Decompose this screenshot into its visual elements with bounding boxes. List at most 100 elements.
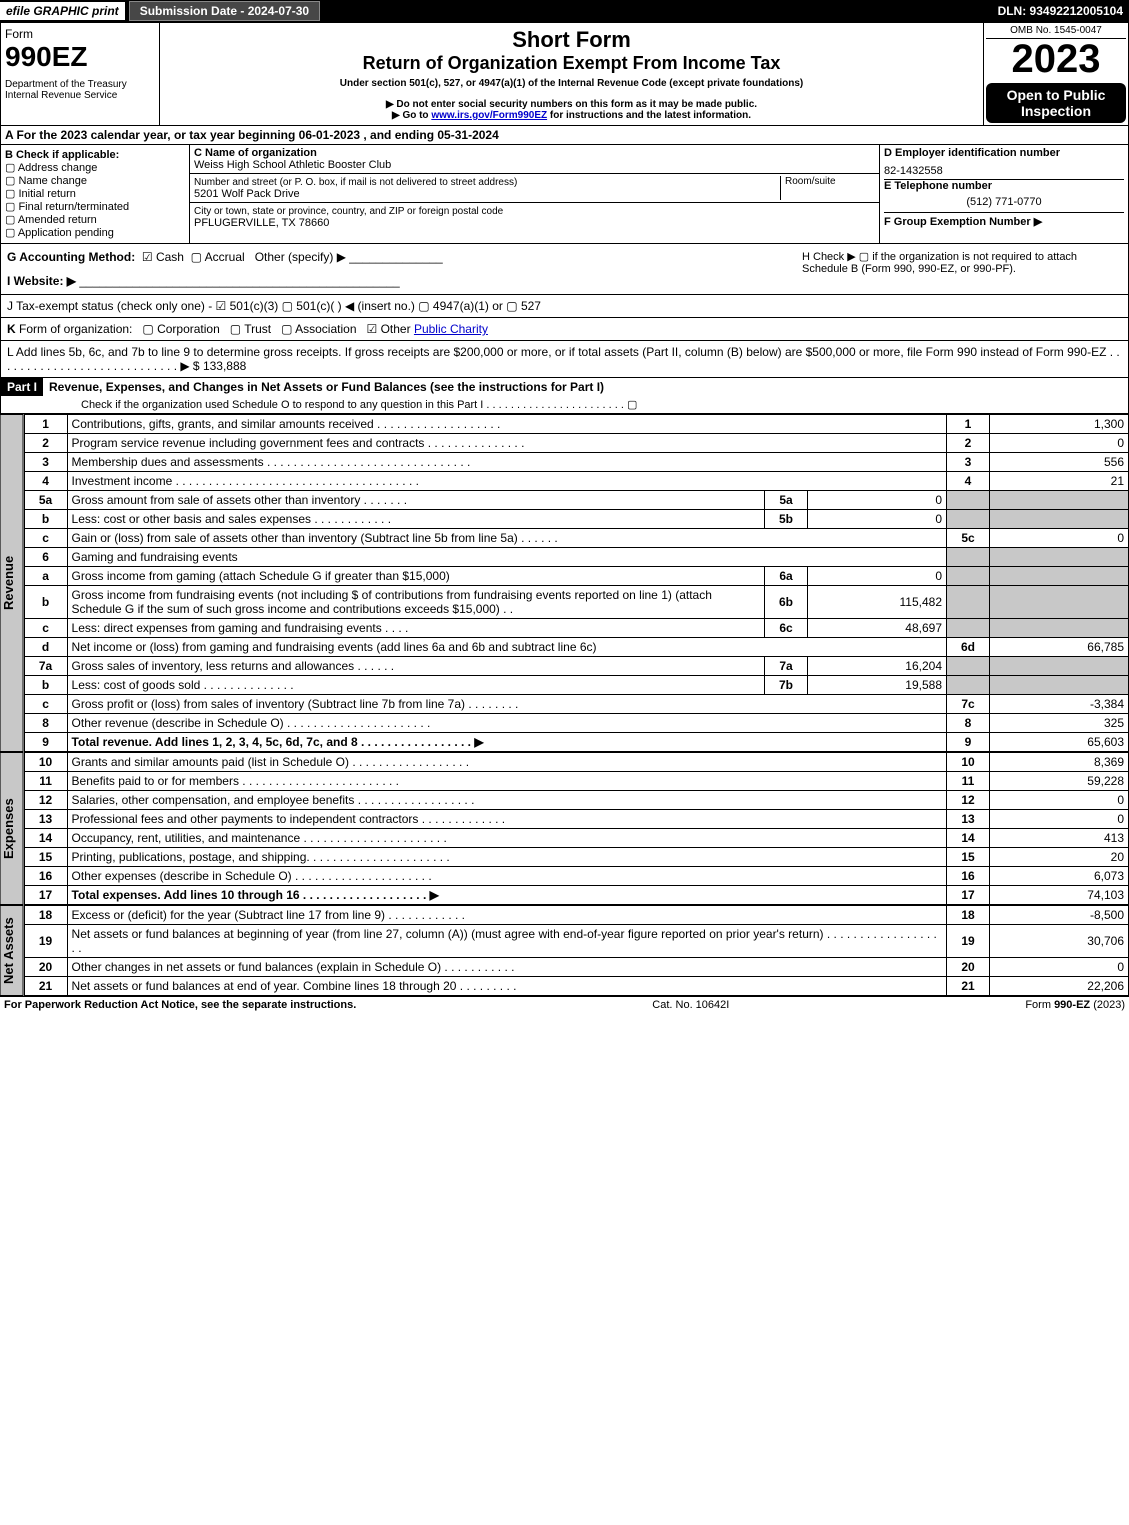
line-9: 9Total revenue. Add lines 1, 2, 3, 4, 5c… <box>24 733 1128 752</box>
form-header: Form 990EZ Department of the Treasury In… <box>0 22 1129 126</box>
l20-d: Other changes in net assets or fund bala… <box>67 958 946 977</box>
cb-address[interactable]: ▢ Address change <box>5 161 185 174</box>
g-accrual[interactable]: Accrual <box>205 250 245 264</box>
l5b-n: b <box>24 510 67 529</box>
cb-amended[interactable]: ▢ Amended return <box>5 213 185 226</box>
header-right: OMB No. 1545-0047 2023 Open to Public In… <box>984 23 1128 125</box>
header-center: Short Form Return of Organization Exempt… <box>160 23 984 125</box>
l12-d: Salaries, other compensation, and employ… <box>67 791 946 810</box>
header-left: Form 990EZ Department of the Treasury In… <box>1 23 160 125</box>
l6b-mn: 6b <box>765 586 808 619</box>
l11-d: Benefits paid to or for members . . . . … <box>67 772 946 791</box>
l7b-v-gray <box>990 676 1129 695</box>
city-cell: City or town, state or province, country… <box>190 203 879 231</box>
open-inspection-badge: Open to Public Inspection <box>986 83 1126 123</box>
l6a-mn: 6a <box>765 567 808 586</box>
l4-n: 4 <box>24 472 67 491</box>
l6a-d: Gross income from gaming (attach Schedul… <box>67 567 764 586</box>
cb-name[interactable]: ▢ Name change <box>5 174 185 187</box>
l8-n: 8 <box>24 714 67 733</box>
l6b-v-gray <box>990 586 1129 619</box>
part1-check: Check if the organization used Schedule … <box>1 396 1128 413</box>
l1-d: Contributions, gifts, grants, and simila… <box>67 415 946 434</box>
l16-v: 6,073 <box>990 867 1129 886</box>
line-12: 12Salaries, other compensation, and empl… <box>24 791 1128 810</box>
l10-v: 8,369 <box>990 753 1129 772</box>
l12-v: 0 <box>990 791 1129 810</box>
l18-d: Excess or (deficit) for the year (Subtra… <box>67 906 946 925</box>
l17-v: 74,103 <box>990 886 1129 905</box>
section-j: J Tax-exempt status (check only one) - ☑… <box>0 295 1129 318</box>
g-cash[interactable]: Cash <box>156 250 184 264</box>
section-b-title: B Check if applicable: <box>5 149 185 161</box>
expenses-sidelabel: Expenses <box>0 752 24 905</box>
line-6c: cLess: direct expenses from gaming and f… <box>24 619 1128 638</box>
l13-n: 13 <box>24 810 67 829</box>
l2-n: 2 <box>24 434 67 453</box>
l6b-n: b <box>24 586 67 619</box>
g-label: G Accounting Method: <box>7 250 135 264</box>
section-c: C Name of organization Weiss High School… <box>190 145 880 243</box>
l18-rn: 18 <box>947 906 990 925</box>
l3-d: Membership dues and assessments . . . . … <box>67 453 946 472</box>
l4-v: 21 <box>990 472 1129 491</box>
part1-header-row: Part I Revenue, Expenses, and Changes in… <box>0 378 1129 414</box>
l7c-v: -3,384 <box>990 695 1129 714</box>
l21-d: Net assets or fund balances at end of ye… <box>67 977 946 996</box>
l19-n: 19 <box>24 925 67 958</box>
l1-n: 1 <box>24 415 67 434</box>
l5a-v-gray <box>990 491 1129 510</box>
l7b-n: b <box>24 676 67 695</box>
l11-v: 59,228 <box>990 772 1129 791</box>
section-k: K Form of organization: ▢ Corporation ▢ … <box>0 318 1129 341</box>
line-10: 10Grants and similar amounts paid (list … <box>24 753 1128 772</box>
l16-d: Other expenses (describe in Schedule O) … <box>67 867 946 886</box>
cb-pending-label: Application pending <box>18 227 114 239</box>
short-form-title: Short Form <box>164 27 979 53</box>
org-name: Weiss High School Athletic Booster Club <box>194 159 391 171</box>
l19-v: 30,706 <box>990 925 1129 958</box>
l18-v: -8,500 <box>990 906 1129 925</box>
l7a-rn-gray <box>947 657 990 676</box>
line-5b: bLess: cost or other basis and sales exp… <box>24 510 1128 529</box>
section-b: B Check if applicable: ▢ Address change … <box>1 145 190 243</box>
l9-rn: 9 <box>947 733 990 752</box>
public-charity-link[interactable]: Public Charity <box>414 322 488 336</box>
l4-rn: 4 <box>947 472 990 491</box>
cb-amended-label: Amended return <box>18 214 97 226</box>
bcd-row: B Check if applicable: ▢ Address change … <box>1 145 1128 243</box>
l6a-mv: 0 <box>808 567 947 586</box>
l21-rn: 21 <box>947 977 990 996</box>
l11-n: 11 <box>24 772 67 791</box>
line-7b: bLess: cost of goods sold . . . . . . . … <box>24 676 1128 695</box>
l8-rn: 8 <box>947 714 990 733</box>
note-goto-pre: ▶ Go to <box>392 110 431 121</box>
cb-final[interactable]: ▢ Final return/terminated <box>5 200 185 213</box>
l6c-rn-gray <box>947 619 990 638</box>
line-6b: bGross income from fundraising events (n… <box>24 586 1128 619</box>
line-4: 4Investment income . . . . . . . . . . .… <box>24 472 1128 491</box>
l7a-d: Gross sales of inventory, less returns a… <box>67 657 764 676</box>
line-19: 19Net assets or fund balances at beginni… <box>24 925 1128 958</box>
line-8: 8Other revenue (describe in Schedule O) … <box>24 714 1128 733</box>
street-value: 5201 Wolf Pack Drive <box>194 188 300 200</box>
l15-n: 15 <box>24 848 67 867</box>
l1-v: 1,300 <box>990 415 1129 434</box>
l13-rn: 13 <box>947 810 990 829</box>
l9-n: 9 <box>24 733 67 752</box>
cb-pending[interactable]: ▢ Application pending <box>5 226 185 239</box>
submission-date: Submission Date - 2024-07-30 <box>129 1 320 21</box>
l5b-rn-gray <box>947 510 990 529</box>
section-i: I Website: ▶ <box>7 274 76 288</box>
cb-initial[interactable]: ▢ Initial return <box>5 187 185 200</box>
netassets-sidelabel: Net Assets <box>0 905 24 996</box>
l6d-d: Net income or (loss) from gaming and fun… <box>67 638 946 657</box>
line-2: 2Program service revenue including gover… <box>24 434 1128 453</box>
footer: For Paperwork Reduction Act Notice, see … <box>0 996 1129 1013</box>
tax-year: 2023 <box>986 39 1126 79</box>
cb-final-label: Final return/terminated <box>18 201 129 213</box>
irs-link[interactable]: www.irs.gov/Form990EZ <box>431 110 547 121</box>
l7a-v-gray <box>990 657 1129 676</box>
netassets-table: 18Excess or (deficit) for the year (Subt… <box>24 905 1129 996</box>
g-other[interactable]: Other (specify) ▶ <box>255 250 346 264</box>
